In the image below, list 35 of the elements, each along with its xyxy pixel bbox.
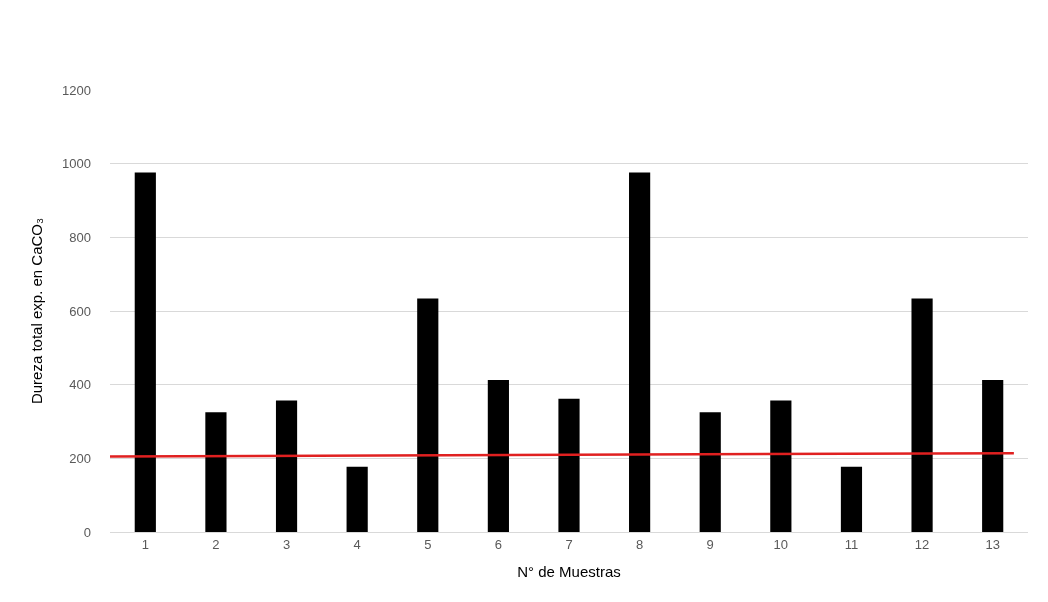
bar (770, 400, 792, 532)
bar (346, 466, 368, 532)
bar (417, 298, 439, 532)
y-axis-title: Dureza total exp. en CaCO₃ (28, 217, 46, 405)
bar (134, 172, 156, 532)
x-tick-label: 10 (773, 536, 789, 552)
x-tick-label: 11 (844, 536, 859, 552)
x-tick-label: 3 (282, 536, 291, 552)
bar (911, 298, 933, 532)
x-axis-title: N° de Muestras (517, 562, 621, 580)
bar (558, 398, 580, 532)
x-tick-label: 13 (985, 536, 1000, 552)
x-tick-label: 4 (353, 536, 361, 552)
y-tick-label: 0 (83, 524, 91, 540)
bar (840, 466, 863, 532)
x-tick-label: 12 (914, 536, 930, 552)
bar (205, 412, 227, 532)
x-tick-label: 5 (424, 536, 432, 552)
y-tick-label: 600 (69, 303, 91, 319)
x-tick-label: 9 (706, 536, 714, 552)
bar (487, 379, 509, 532)
y-tick-label: 1000 (62, 156, 91, 172)
x-tick-label: 1 (141, 536, 149, 552)
x-tick-label: 2 (212, 536, 220, 552)
bar (275, 400, 298, 532)
x-tick-label: 7 (565, 536, 573, 552)
bar (699, 412, 721, 532)
bar (629, 172, 651, 532)
bar (982, 379, 1004, 532)
y-tick-label: 800 (69, 229, 91, 245)
y-tick-label: 200 (69, 450, 91, 466)
y-tick-label: 400 (69, 377, 91, 393)
y-tick-label: 1200 (62, 82, 91, 98)
x-tick-label: 8 (636, 536, 644, 552)
x-tick-label: 6 (494, 536, 502, 552)
